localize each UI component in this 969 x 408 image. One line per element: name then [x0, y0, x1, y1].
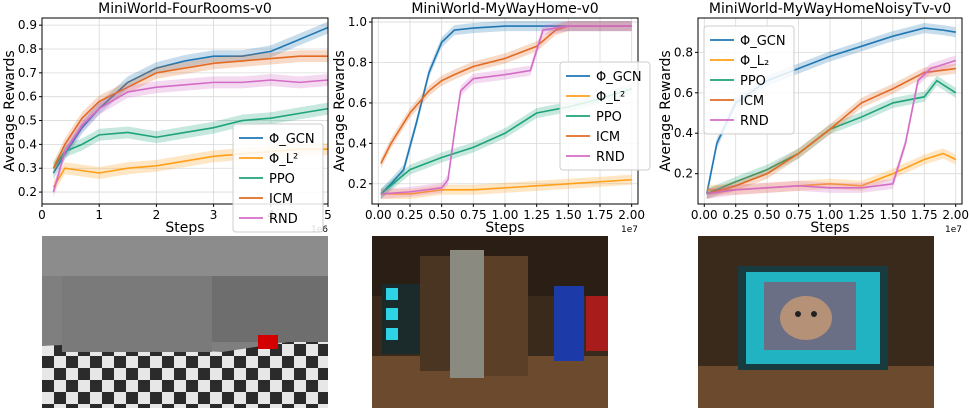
legend-label: PPO [269, 172, 295, 187]
legend-label: ICM [740, 94, 764, 109]
series-band [53, 74, 328, 199]
y-tick-label: 0.8 [348, 55, 367, 69]
x-tick-label: 5 [324, 208, 332, 222]
legend-label: ICM [269, 192, 293, 207]
series-band [706, 148, 956, 195]
legend-label: PPO [740, 74, 766, 89]
fourrooms-environment-image [42, 236, 328, 408]
legend-label: Φ_L² [596, 90, 625, 105]
chart-mywayhome: 0.2 0.4 0.6 0.8 1.0 0.00 0.25 0.50 0.75 1.00 1.25 1… [332, 1, 651, 236]
series-line [52, 26, 329, 174]
legend-label: RND [596, 150, 625, 165]
series-line [52, 107, 329, 169]
plot-frame [41, 17, 329, 205]
x-axis-label: Steps [485, 220, 524, 236]
x-tick-label: 0.25 [722, 208, 749, 222]
noisytv-environment-image [698, 236, 934, 408]
chart-mywayhome-noisytv: 0.2 0.4 0.6 0.8 0.00 0.25 0.50 0.75 1.00 1.25 1.50… [658, 1, 969, 236]
legend-box [559, 61, 651, 171]
y-tick-label: 0.2 [18, 185, 37, 199]
series-band [706, 23, 956, 199]
chart-title: MiniWorld-FourRooms-v0 [98, 1, 272, 17]
series-line [52, 55, 328, 169]
x-offset-label: 1e7 [621, 225, 638, 235]
x-tick-label: 0.50 [428, 208, 455, 222]
y-tick-label: 0.6 [348, 96, 367, 110]
y-tick-label: 0.2 [348, 177, 367, 191]
x-tick-label: 0.25 [397, 208, 424, 222]
series-line [52, 79, 329, 193]
series-band [706, 63, 956, 199]
legend-label: Φ_GCN [596, 70, 642, 85]
x-tick-label: 1.75 [911, 208, 938, 222]
legend-label: Φ_GCN [269, 132, 315, 147]
y-tick-label: 0.3 [18, 161, 37, 175]
y-tick-label: 0.9 [18, 18, 37, 32]
series-line [380, 25, 632, 164]
y-tick-label: 0.4 [348, 136, 367, 150]
y-axis-label: Average Rewards [658, 50, 674, 171]
series-line [706, 67, 956, 195]
mywayhome-environment-image [372, 236, 608, 408]
x-tick-label: 1 [95, 208, 103, 222]
x-tick-label: 1.25 [848, 208, 875, 222]
x-tick-label: 1.50 [555, 208, 582, 222]
x-tick-label: 0.00 [365, 208, 392, 222]
x-axis-label: Steps [165, 220, 204, 236]
x-tick-label: 2.00 [618, 208, 645, 222]
legend-box [232, 123, 324, 233]
x-tick-label: 2 [153, 208, 161, 222]
series-band [706, 55, 956, 199]
y-tick-label: 0.4 [18, 137, 37, 151]
legend-label: RND [269, 212, 298, 227]
chart-fourrooms: 0.20.30.40.50.60.70.80.9012345MiniWorld-… [2, 1, 332, 236]
x-tick-label: 0.75 [785, 208, 812, 222]
chart-title: MiniWorld-MyWayHome-v0 [411, 1, 598, 17]
x-tick-label: 1.25 [523, 208, 550, 222]
y-tick-label: 0.8 [18, 42, 37, 56]
series-line [380, 25, 632, 195]
chart-title: MiniWorld-MyWayHomeNoisyTv-v0 [709, 1, 951, 17]
x-tick-label: 0.00 [691, 208, 718, 222]
legend-label: ICM [596, 130, 620, 145]
x-tick-label: 0 [38, 208, 46, 222]
series-band [380, 174, 632, 199]
legend-label: RND [740, 114, 769, 129]
series-line [706, 59, 956, 195]
x-offset-label: 1e7 [945, 225, 962, 235]
x-tick-label: 0.75 [460, 208, 487, 222]
series-band [53, 102, 328, 175]
x-tick-label: 1.00 [492, 208, 519, 222]
x-tick-label: 1.00 [817, 208, 844, 222]
y-tick-label: 1.0 [348, 15, 367, 29]
x-tick-label: 2.00 [942, 208, 969, 222]
y-axis-label: Average Rewards [2, 50, 18, 171]
y-tick-label: 0.7 [18, 66, 37, 80]
plot-frame [697, 17, 963, 205]
legend-label: Φ_L₂ [740, 54, 769, 69]
legend-label: Φ_L² [269, 152, 298, 167]
y-axis-label: Average Rewards [332, 50, 348, 171]
y-tick-label: 0.2 [674, 167, 693, 181]
legend-box [703, 25, 795, 135]
x-tick-label: 0.50 [754, 208, 781, 222]
series-line [706, 79, 957, 195]
y-tick-label: 0.8 [674, 45, 693, 59]
y-tick-label: 0.6 [674, 86, 693, 100]
x-tick-label: 3 [210, 208, 218, 222]
x-tick-label: 1.75 [587, 208, 614, 222]
legend-label: Φ_GCN [740, 34, 786, 49]
series-line [380, 178, 632, 195]
x-tick-label: 1.50 [879, 208, 906, 222]
x-axis-label: Steps [810, 220, 849, 236]
y-tick-label: 0.5 [18, 114, 37, 128]
legend-label: PPO [596, 110, 622, 125]
y-tick-label: 0.6 [18, 90, 37, 104]
y-tick-label: 0.4 [674, 126, 693, 140]
